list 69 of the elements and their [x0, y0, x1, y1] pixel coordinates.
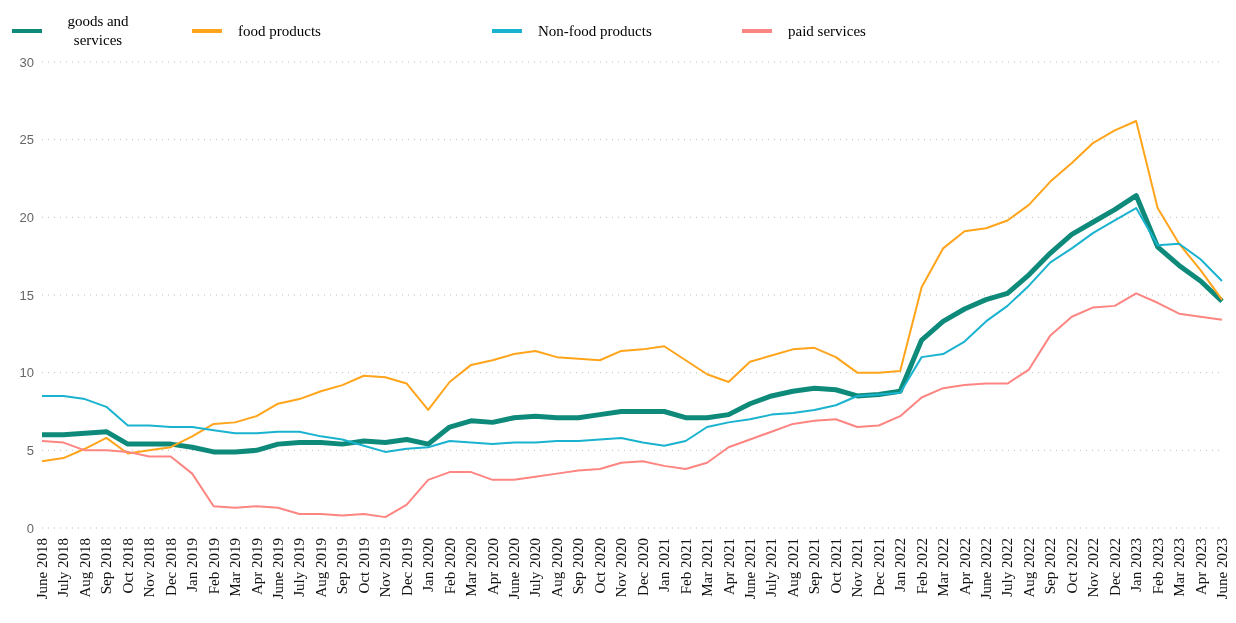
x-tick-label: Feb 2020 — [441, 538, 458, 595]
x-tick-label: Sep 2019 — [334, 538, 351, 595]
x-tick-label: Aug 2021 — [784, 538, 801, 598]
x-tick-label: Sep 2022 — [1042, 538, 1059, 595]
x-tick-label: Oct 2021 — [827, 538, 844, 594]
legend-label: paid services — [788, 21, 866, 41]
x-tick-label: Feb 2019 — [205, 538, 222, 595]
x-tick-label: Feb 2022 — [913, 538, 930, 595]
x-tick-label: Dec 2021 — [870, 538, 887, 596]
x-tick-label: Mar 2021 — [699, 538, 716, 597]
x-tick-label: Nov 2018 — [141, 538, 158, 598]
x-tick-label: Jan 2021 — [656, 538, 673, 592]
y-tick-label: 5 — [26, 442, 34, 458]
x-tick-label: Nov 2019 — [377, 538, 394, 598]
y-tick-label: 0 — [26, 520, 34, 536]
y-tick-label: 25 — [19, 132, 34, 148]
x-tick-label: Nov 2020 — [613, 538, 630, 598]
x-tick-label: Mar 2023 — [1171, 538, 1188, 597]
x-tick-label: Nov 2021 — [849, 538, 866, 598]
x-tick-label: Sep 2021 — [806, 538, 823, 595]
x-tick-label: Sep 2018 — [98, 538, 115, 595]
x-tick-label: Oct 2019 — [355, 538, 372, 594]
legend-label: goods and services — [66, 12, 130, 50]
x-tick-label: Dec 2018 — [162, 538, 179, 596]
x-tick-label: July 2022 — [999, 538, 1016, 597]
legend-label: food products — [238, 21, 321, 41]
x-tick-label: June 2023 — [1214, 538, 1230, 600]
x-tick-label: Jan 2023 — [1128, 538, 1145, 592]
x-tick-label: June 2022 — [978, 538, 994, 600]
x-tick-label: Jan 2019 — [184, 538, 201, 592]
x-tick-label: Jan 2020 — [420, 538, 437, 592]
x-tick-label: Apr 2020 — [484, 538, 501, 596]
x-tick-label: Oct 2020 — [591, 538, 608, 594]
x-tick-label: Dec 2022 — [1106, 538, 1123, 596]
x-tick-label: Apr 2019 — [248, 538, 265, 596]
x-tick-label: Aug 2018 — [76, 538, 93, 598]
x-tick-label: July 2021 — [763, 538, 780, 597]
line-series — [41, 120, 1223, 463]
x-tick-label: Apr 2023 — [1192, 538, 1209, 596]
x-tick-label: June 2021 — [742, 538, 758, 600]
x-tick-label: Mar 2022 — [935, 538, 952, 597]
y-tick-label: 20 — [19, 209, 34, 225]
x-tick-label: July 2019 — [291, 538, 308, 597]
x-tick-label: June 2020 — [506, 538, 522, 600]
x-tick-label: Mar 2020 — [463, 538, 480, 597]
x-tick-label: Sep 2020 — [570, 538, 587, 595]
x-tick-label: Jan 2022 — [892, 538, 909, 592]
x-tick-label: Feb 2023 — [1149, 538, 1166, 595]
x-tick-label: June 2018 — [34, 538, 50, 600]
x-tick-label: Aug 2022 — [1020, 538, 1037, 598]
x-tick-label: Mar 2019 — [227, 538, 244, 597]
x-tick-label: Feb 2021 — [677, 538, 694, 595]
x-tick-label: Apr 2022 — [956, 538, 973, 596]
x-tick-label: July 2018 — [55, 538, 72, 597]
y-tick-label: 30 — [19, 54, 34, 70]
x-tick-label: Aug 2020 — [548, 538, 565, 598]
x-tick-label: July 2020 — [527, 538, 544, 597]
x-tick-label: Dec 2020 — [634, 538, 651, 596]
x-tick-label: Aug 2019 — [312, 538, 329, 598]
x-tick-label: Nov 2022 — [1085, 538, 1102, 598]
x-tick-label: Oct 2018 — [119, 538, 136, 594]
legend-label: Non-food products — [538, 21, 652, 41]
x-tick-label: Apr 2021 — [720, 538, 737, 596]
line-series — [41, 292, 1223, 519]
x-tick-label: Dec 2019 — [398, 538, 415, 596]
x-tick-label: Oct 2022 — [1063, 538, 1080, 594]
y-tick-label: 15 — [19, 287, 34, 303]
y-tick-label: 10 — [19, 365, 34, 381]
x-tick-label: June 2019 — [270, 538, 286, 600]
